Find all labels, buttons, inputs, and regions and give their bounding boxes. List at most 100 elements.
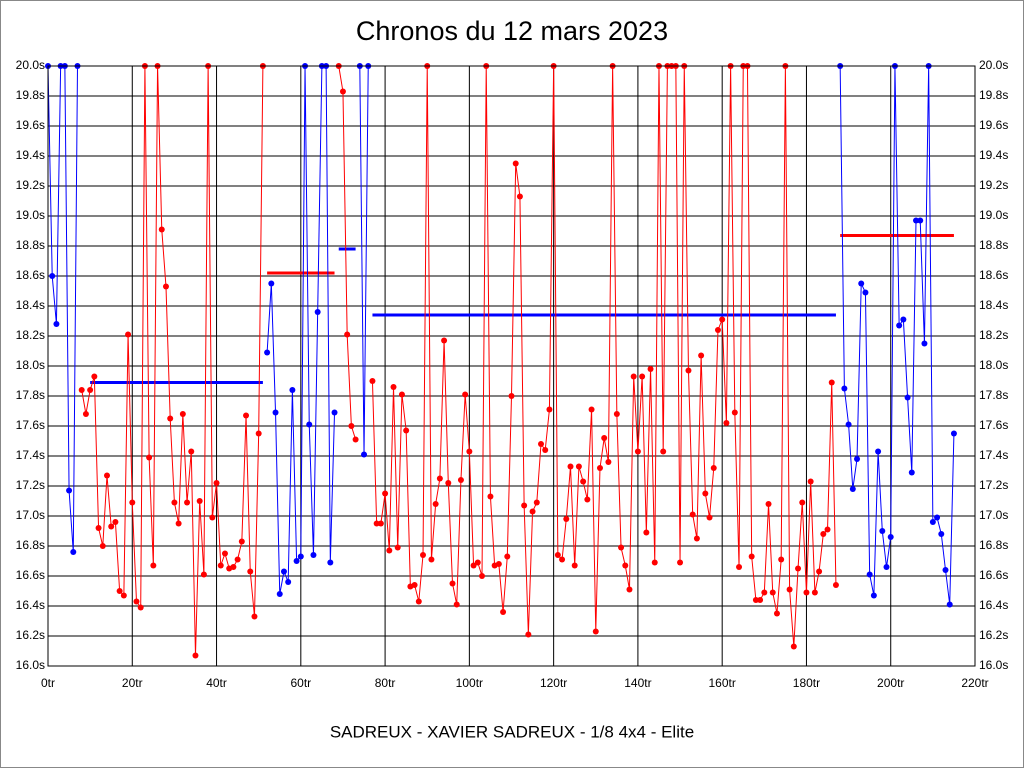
data-point (533, 499, 540, 506)
data-point (171, 499, 178, 506)
data-point (807, 478, 814, 485)
data-point (200, 571, 207, 578)
data-point (559, 556, 566, 563)
data-point (285, 579, 292, 585)
y2-tick-label: 17.0s (979, 508, 1008, 522)
x-tick-label: 140tr (624, 676, 651, 690)
data-point (280, 568, 287, 575)
y-tick-label: 18.8s (16, 238, 45, 252)
data-point (470, 562, 477, 569)
data-point (828, 379, 835, 386)
plot-frame (47, 65, 976, 667)
data-point (521, 502, 528, 509)
data-point (310, 552, 317, 558)
data-point (272, 409, 279, 416)
data-point (390, 384, 397, 390)
data-point (103, 472, 110, 479)
y2-tick-label: 18.4s (979, 298, 1008, 312)
data-point (230, 564, 237, 570)
data-point (327, 559, 334, 566)
y-tick-label: 17.8s (16, 388, 45, 402)
y2-tick-label: 18.8s (979, 238, 1008, 252)
data-point (508, 393, 515, 399)
data-point (841, 385, 848, 392)
data-point (702, 490, 709, 497)
data-point (53, 321, 60, 327)
data-point (757, 597, 764, 603)
data-point (377, 520, 384, 527)
data-point (352, 436, 359, 443)
data-point (344, 331, 351, 338)
data-point (904, 394, 911, 401)
data-point (133, 598, 140, 605)
data-point (162, 283, 169, 290)
data-point (251, 613, 258, 620)
y-tick-label: 20.0s (16, 58, 45, 72)
data-point (175, 520, 182, 527)
y-tick-label: 18.0s (16, 358, 45, 372)
x-tick-label: 20tr (122, 676, 143, 690)
data-point (816, 568, 823, 575)
data-point (795, 565, 802, 572)
data-point (913, 217, 920, 224)
data-point (714, 327, 721, 333)
data-point (479, 573, 486, 579)
data-point (542, 447, 549, 453)
data-point (946, 601, 953, 608)
y2-tick-label: 16.8s (979, 538, 1008, 552)
data-point (546, 406, 553, 413)
data-point (158, 226, 165, 233)
data-point (765, 501, 772, 507)
data-point (917, 217, 924, 224)
y2-tick-label: 18.6s (979, 268, 1008, 282)
data-point (234, 556, 241, 563)
data-point (811, 589, 818, 596)
x-tick-label: 60tr (290, 676, 311, 690)
data-point (184, 499, 191, 506)
x-tick-label: 40tr (206, 676, 227, 690)
data-point (112, 519, 119, 525)
data-point (896, 322, 903, 329)
data-point (331, 409, 338, 416)
averages (90, 234, 954, 384)
data-point (398, 391, 405, 398)
data-point (748, 553, 755, 560)
data-point (921, 340, 928, 347)
data-point (769, 589, 776, 596)
data-point (449, 580, 456, 587)
data-point (563, 516, 570, 522)
data-point (706, 514, 713, 521)
y2-tick-label: 19.4s (979, 148, 1008, 162)
y2-tick-label: 16.6s (979, 568, 1008, 582)
data-point (870, 592, 877, 599)
data-point (588, 406, 595, 413)
data-point (601, 435, 608, 441)
data-point (415, 598, 422, 605)
y2-tick-label: 19.2s (979, 178, 1008, 192)
x-tick-label: 180tr (793, 676, 820, 690)
data-point (778, 556, 785, 563)
data-point (394, 544, 401, 551)
data-point (361, 451, 368, 458)
x-tick-label: 160tr (709, 676, 736, 690)
x-tick-label: 100tr (456, 676, 483, 690)
data-point (445, 480, 452, 486)
data-point (677, 559, 684, 566)
data-point (432, 501, 439, 507)
y-tick-label: 17.0s (16, 508, 45, 522)
data-point (150, 562, 157, 569)
y-tick-label: 19.0s (16, 208, 45, 222)
data-point (786, 586, 793, 593)
data-point (820, 531, 827, 537)
data-point (441, 337, 448, 344)
data-point (129, 499, 136, 506)
data-point (487, 493, 494, 500)
x-tick-label: 200tr (877, 676, 904, 690)
data-point (137, 604, 144, 611)
data-point (854, 456, 861, 462)
data-point (339, 88, 346, 95)
data-point (634, 448, 641, 455)
data-point (306, 421, 313, 428)
data-point (369, 378, 376, 384)
